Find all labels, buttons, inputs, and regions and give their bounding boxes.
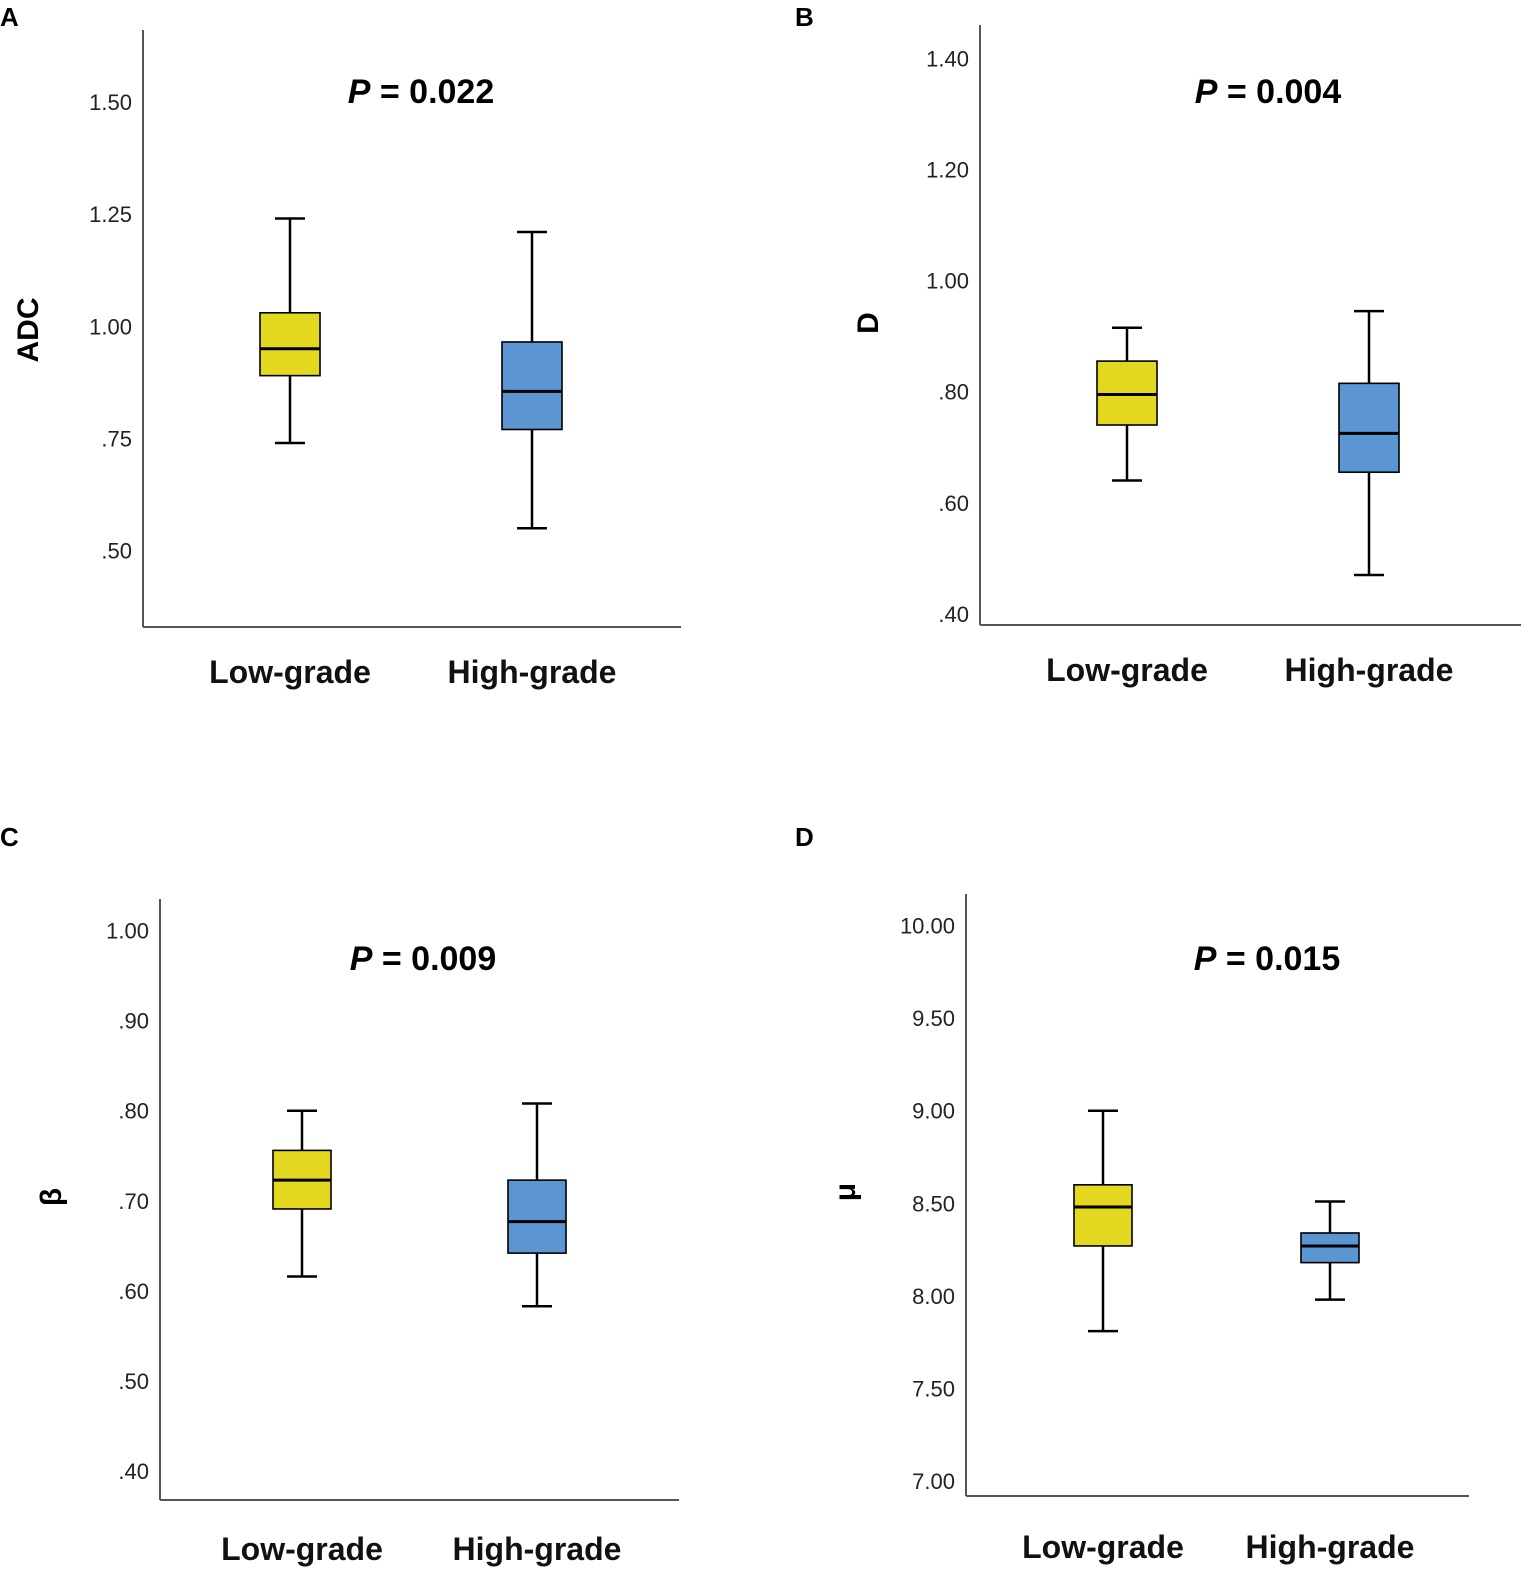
p-value: = 0.004 (1217, 73, 1341, 111)
p-value-label: P = 0.004 (1195, 73, 1342, 111)
panel-d: D 7.00 7.50 8.00 8.50 9.00 9.50 10.00 μ P = 0.015… (795, 822, 1469, 1565)
panel-letter: B (795, 2, 814, 32)
iqr-box (1073, 1184, 1133, 1247)
box-low-grade (272, 1109, 332, 1278)
x-category-label: High-grade (448, 654, 617, 690)
y-tick-label: .90 (118, 1009, 149, 1034)
y-tick-label: .40 (938, 602, 969, 627)
y-axis-label: D (852, 312, 885, 334)
p-value-label: P = 0.009 (350, 940, 497, 978)
y-tick-label: 1.00 (926, 269, 969, 294)
iqr-box (501, 341, 563, 431)
y-axis-label: μ (829, 1183, 862, 1201)
p-value: = 0.009 (372, 940, 496, 978)
y-tick-label: 8.50 (912, 1191, 955, 1216)
y-tick-label: .80 (938, 380, 969, 405)
y-tick-label: 1.50 (89, 90, 132, 115)
y-tick-label: 10.00 (900, 913, 955, 938)
box-high-grade (1338, 309, 1400, 577)
box-high-grade (501, 230, 563, 530)
p-value-label: P = 0.015 (1194, 940, 1341, 978)
x-category-label: Low-grade (1022, 1529, 1184, 1565)
y-tick-label: 1.20 (926, 157, 969, 182)
p-value-label: P = 0.022 (348, 73, 495, 111)
y-tick-label: 7.50 (912, 1377, 955, 1402)
y-tick-label: 7.00 (912, 1469, 955, 1494)
panel-c: C .40 .50 .60 .70 .80 .90 1.00 β P = 0.009 Low-gra… (0, 822, 679, 1567)
y-tick-label: .40 (118, 1459, 149, 1484)
iqr-box (259, 311, 321, 377)
y-tick-label: .70 (118, 1189, 149, 1214)
box-low-grade (1073, 1109, 1133, 1333)
p-symbol: P (1195, 73, 1218, 111)
box-high-grade (507, 1102, 567, 1308)
y-axis-label: β (35, 1188, 68, 1206)
p-value: = 0.022 (370, 73, 494, 111)
y-tick-label: 1.25 (89, 202, 132, 227)
x-category-label: High-grade (1246, 1529, 1415, 1565)
p-symbol: P (348, 73, 371, 111)
p-value: = 0.015 (1216, 940, 1340, 978)
y-tick-label: 9.50 (912, 1006, 955, 1031)
box-high-grade (1300, 1200, 1360, 1301)
y-tick-label: 9.00 (912, 1099, 955, 1124)
panel-letter: C (0, 822, 19, 852)
y-tick-label: .50 (101, 539, 132, 564)
iqr-box (1300, 1232, 1360, 1264)
y-tick-label: .80 (118, 1099, 149, 1124)
iqr-box (1338, 382, 1400, 474)
x-category-label: Low-grade (221, 1531, 383, 1567)
x-category-label: Low-grade (209, 654, 371, 690)
panel-b: B .40 .60 .80 1.00 1.20 1.40 D P = 0.004 Low-grad… (795, 2, 1521, 688)
p-symbol: P (1194, 940, 1217, 978)
iqr-box (507, 1179, 567, 1254)
y-tick-label: .60 (938, 491, 969, 516)
y-tick-label: 1.40 (926, 46, 969, 71)
panel-a: A .50 .75 1.00 1.25 1.50 ADC P = 0.022 Low-grade… (0, 2, 681, 690)
box-low-grade (1096, 326, 1158, 482)
x-category-label: High-grade (453, 1531, 622, 1567)
y-tick-label: .75 (101, 426, 132, 451)
y-tick-label: .50 (118, 1369, 149, 1394)
x-category-label: Low-grade (1046, 652, 1208, 688)
panel-letter: A (0, 2, 19, 32)
y-tick-label: .60 (118, 1279, 149, 1304)
box-low-grade (259, 217, 321, 445)
y-tick-label: 1.00 (106, 919, 149, 944)
y-tick-label: 8.00 (912, 1284, 955, 1309)
y-axis-label: ADC (12, 298, 45, 363)
y-tick-label: 1.00 (89, 314, 132, 339)
panel-letter: D (795, 822, 814, 852)
x-category-label: High-grade (1285, 652, 1454, 688)
p-symbol: P (350, 940, 373, 978)
